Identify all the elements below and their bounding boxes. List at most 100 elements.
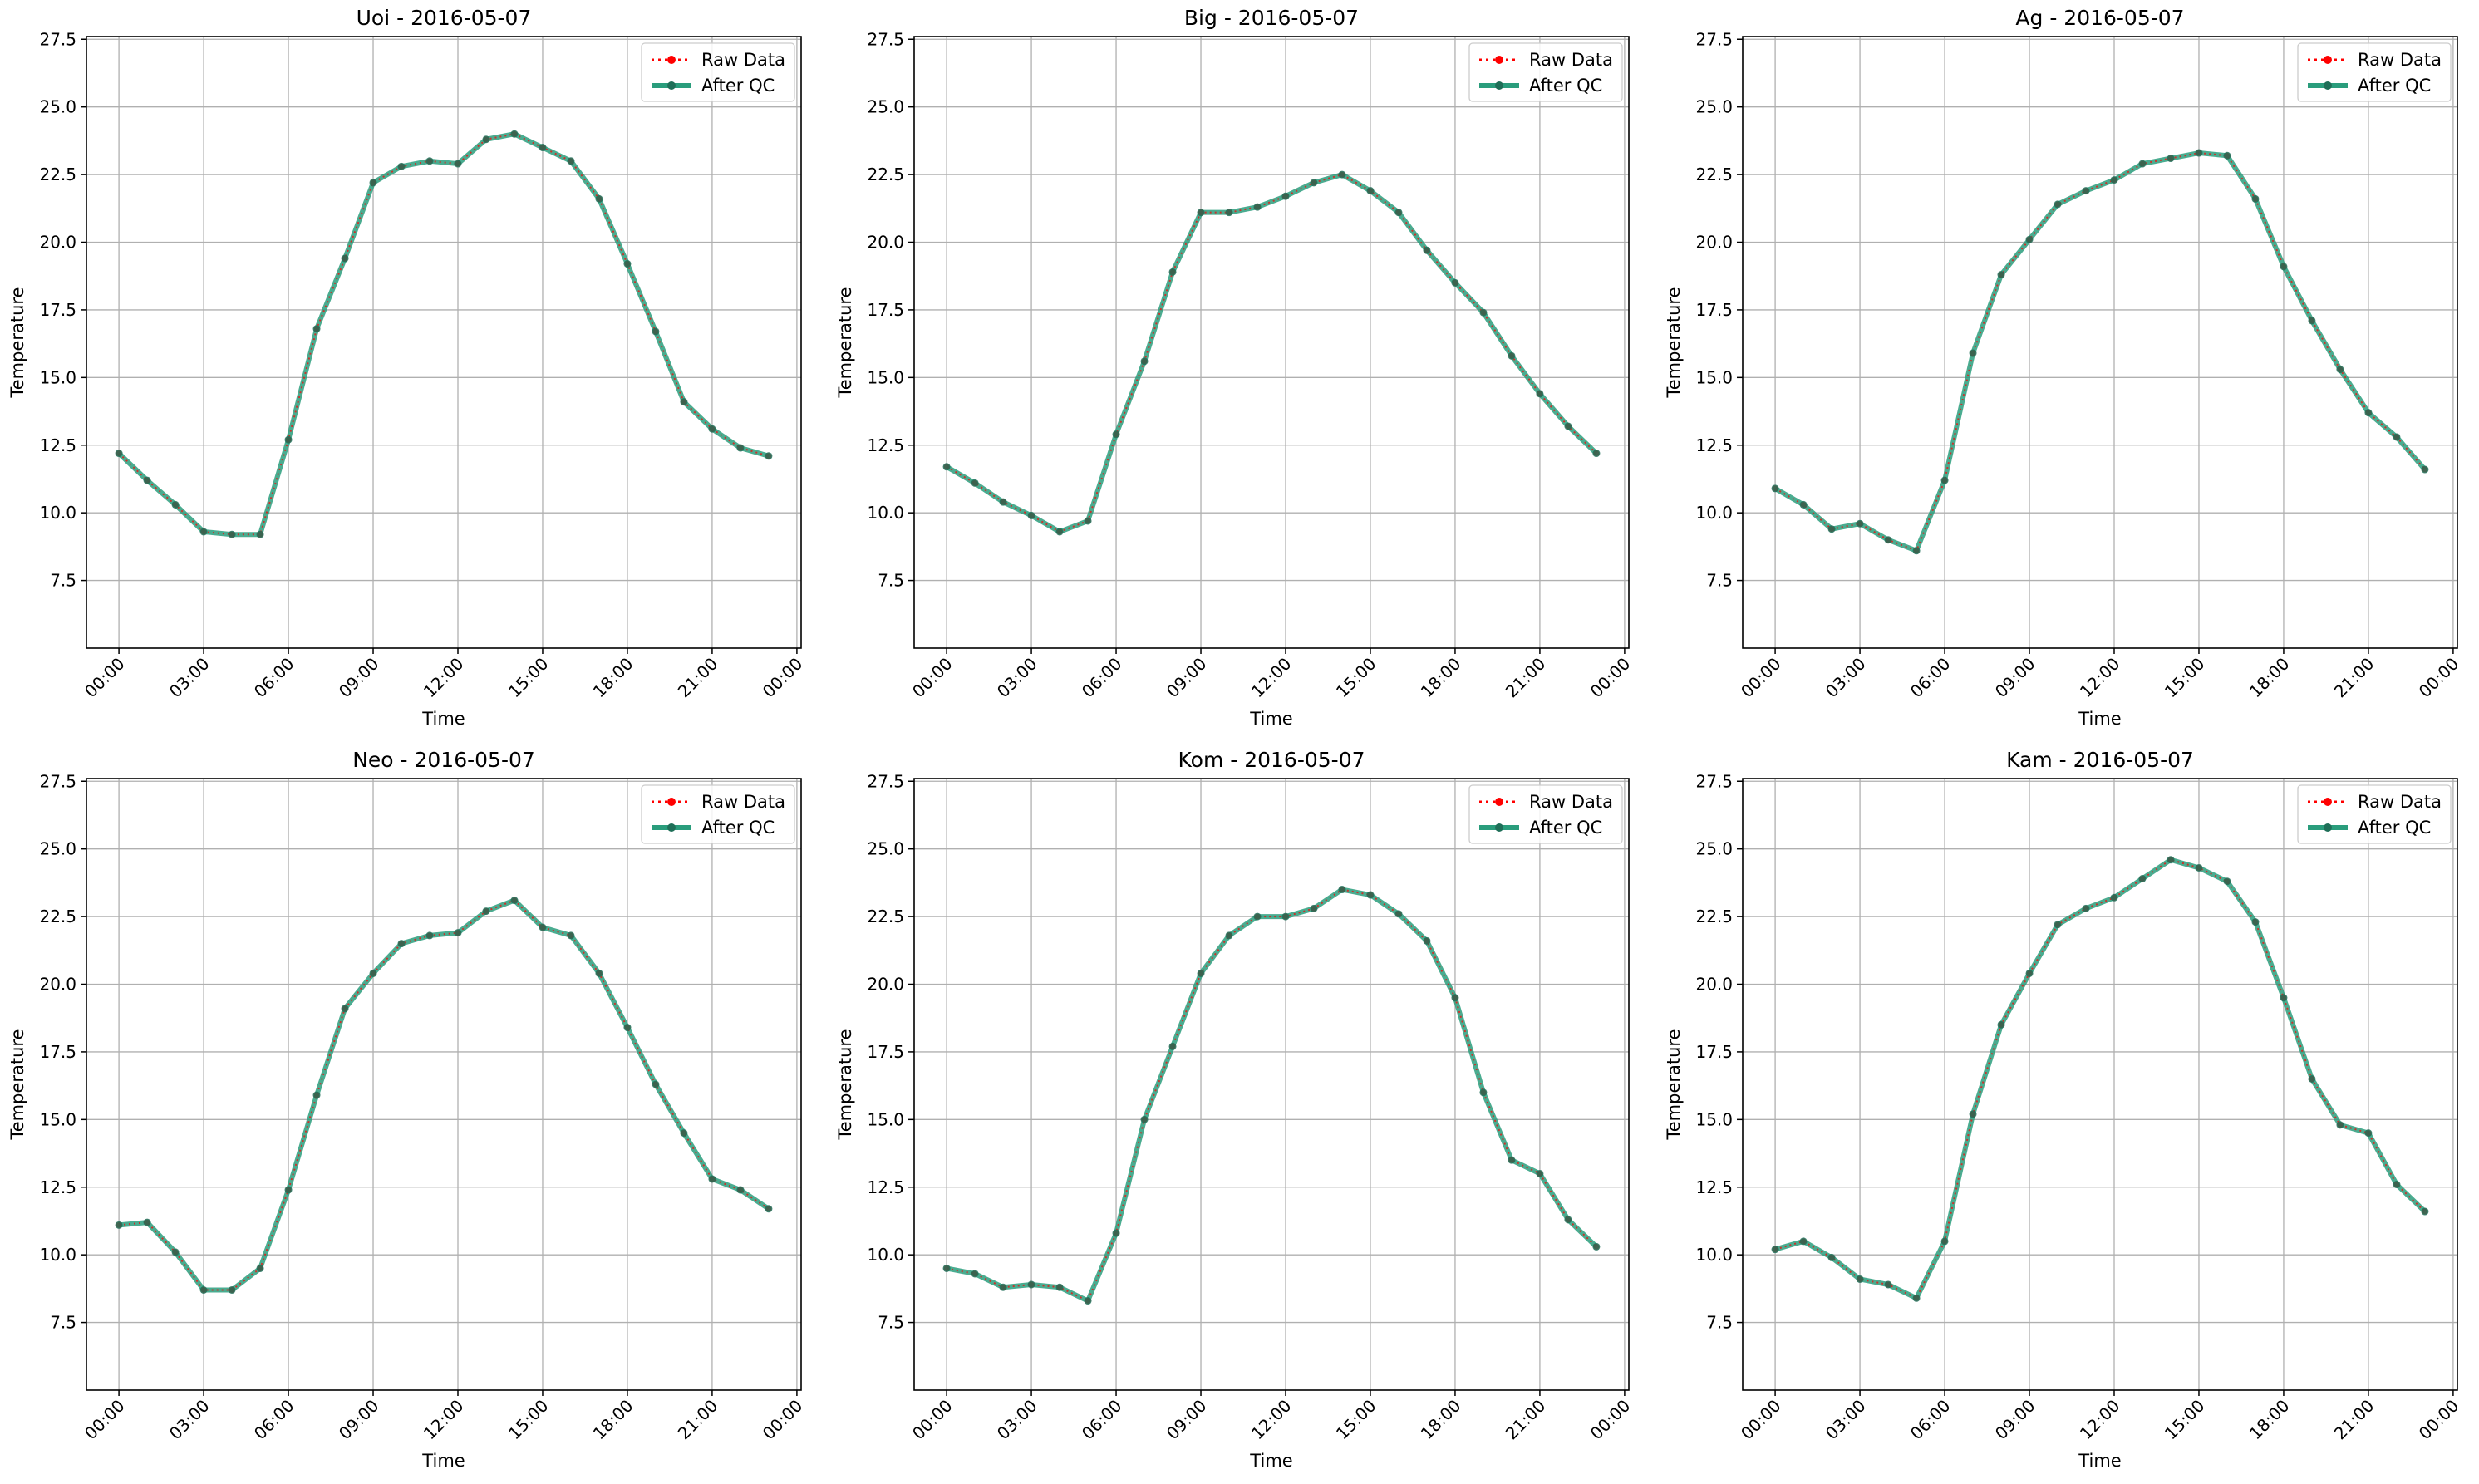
x-tick-label: 00:00 [759,654,807,702]
after-qc-point [2110,176,2118,184]
after-qc-point [1508,351,1516,360]
y-axis-label: Temperature [835,1029,855,1140]
after-qc-point [115,450,123,458]
y-tick-label: 27.5 [867,771,904,791]
legend-after-qc-marker [667,81,676,90]
y-tick-label: 12.5 [1695,1177,1733,1197]
after-qc-point [567,157,575,165]
after-qc-point [1564,422,1572,430]
x-tick-label: 00:00 [2415,654,2463,702]
legend-after-qc-label: After QC [1529,818,1602,838]
y-tick-label: 10.0 [39,503,76,523]
chart-panel: 7.5 10.0 12.5 15.0 17.5 20.0 22.5 25.0 27.5 00:00… [1664,6,2462,729]
y-tick-label: 10.0 [867,1245,904,1265]
x-tick-label: 03:00 [165,654,214,702]
after-qc-point [171,1248,180,1256]
y-tick-label: 25.0 [39,839,76,859]
y-tick-label: 22.5 [1695,907,1733,926]
x-axis-label: Time [1249,1451,1292,1471]
x-tick-label: 15:00 [2161,654,2209,702]
after-qc-point [256,530,264,538]
after-qc-point [2167,155,2175,163]
x-tick-label: 21:00 [2330,654,2378,702]
y-tick-label: 20.0 [867,233,904,253]
after-qc-point [652,327,660,336]
y-tick-label: 12.5 [1695,435,1733,455]
y-tick-label: 25.0 [1695,839,1733,859]
x-tick-label: 12:00 [1247,1396,1296,1444]
after-qc-point [425,931,434,940]
axes-frame [1742,778,2458,1391]
series-after-qc-line [946,887,1598,1304]
after-qc-point [2393,1180,2401,1188]
y-tick-label: 15.0 [867,1109,904,1129]
y-tick-label: 27.5 [39,771,76,791]
series-after-qc-line [945,172,1598,534]
after-qc-point [623,260,632,268]
x-tick-label: 21:00 [674,1396,722,1444]
after-qc-point [942,463,951,471]
after-qc-point [1451,278,1459,287]
after-qc-point [2054,200,2062,209]
y-tick-label: 27.5 [39,29,76,49]
after-qc-point [1055,1283,1064,1291]
after-qc-point [510,130,519,138]
y-tick-label: 15.0 [867,367,904,387]
chart-panel: 7.5 10.0 12.5 15.0 17.5 20.0 22.5 25.0 27.5 00:00… [835,6,1634,729]
after-qc-point [1912,1294,1921,1302]
x-tick-label: 15:00 [2161,1396,2209,1444]
after-qc-point [2364,1129,2373,1138]
legend-after-qc-marker [2324,823,2332,832]
after-qc-point [228,1286,236,1295]
y-tick-label: 15.0 [39,367,76,387]
after-qc-point [1479,308,1488,317]
x-tick-label: 09:00 [1991,654,2039,702]
x-tick-label: 06:00 [250,654,298,702]
y-tick-label: 7.5 [50,571,76,591]
after-qc-point [2082,187,2090,195]
after-qc-point [942,1264,951,1272]
series-raw-data-line [1774,858,2426,1300]
after-qc-point [1536,390,1544,398]
y-tick-label: 15.0 [39,1109,76,1129]
chart-panel: 7.5 10.0 12.5 15.0 17.5 20.0 22.5 25.0 27.5 00:00… [835,748,1634,1471]
y-tick-label: 20.0 [1695,975,1733,995]
after-qc-point [1112,1229,1120,1237]
y-tick-label: 20.0 [867,975,904,995]
axes-frame [86,778,802,1391]
after-qc-point [708,425,716,433]
x-tick-label: 03:00 [993,654,1041,702]
series-raw-data-line [946,174,1597,533]
after-qc-point [510,897,519,905]
after-qc-point [284,435,293,444]
y-tick-label: 12.5 [39,435,76,455]
x-tick-label: 00:00 [81,1396,129,1444]
after-qc-point [2025,969,2034,977]
legend-after-qc-label: After QC [701,818,775,838]
after-qc-point [1969,349,1977,357]
after-qc-point [652,1080,660,1088]
series-raw-data-line [946,888,1597,1302]
y-tick-label: 17.5 [39,300,76,320]
after-qc-point [2251,918,2260,926]
after-qc-point [1168,268,1177,276]
after-qc-point [2195,149,2203,157]
y-tick-label: 17.5 [867,300,904,320]
chart-title: Uoi - 2016-05-07 [357,6,532,30]
after-qc-point [1508,1156,1516,1164]
after-qc-point [765,1205,773,1213]
x-tick-label: 09:00 [1163,1396,1211,1444]
x-tick-label: 03:00 [993,1396,1041,1444]
after-qc-point [539,923,547,931]
x-tick-label: 21:00 [674,654,722,702]
x-tick-label: 18:00 [2245,1396,2294,1444]
y-tick-label: 22.5 [867,165,904,184]
x-tick-label: 03:00 [1822,654,1870,702]
legend-raw-data-marker [667,56,676,64]
after-qc-point [1338,886,1346,894]
after-qc-point [2308,1074,2316,1083]
series-after-qc-line [1774,857,2427,1301]
x-axis-label: Time [2078,709,2121,729]
legend-raw-data-marker [667,798,676,806]
